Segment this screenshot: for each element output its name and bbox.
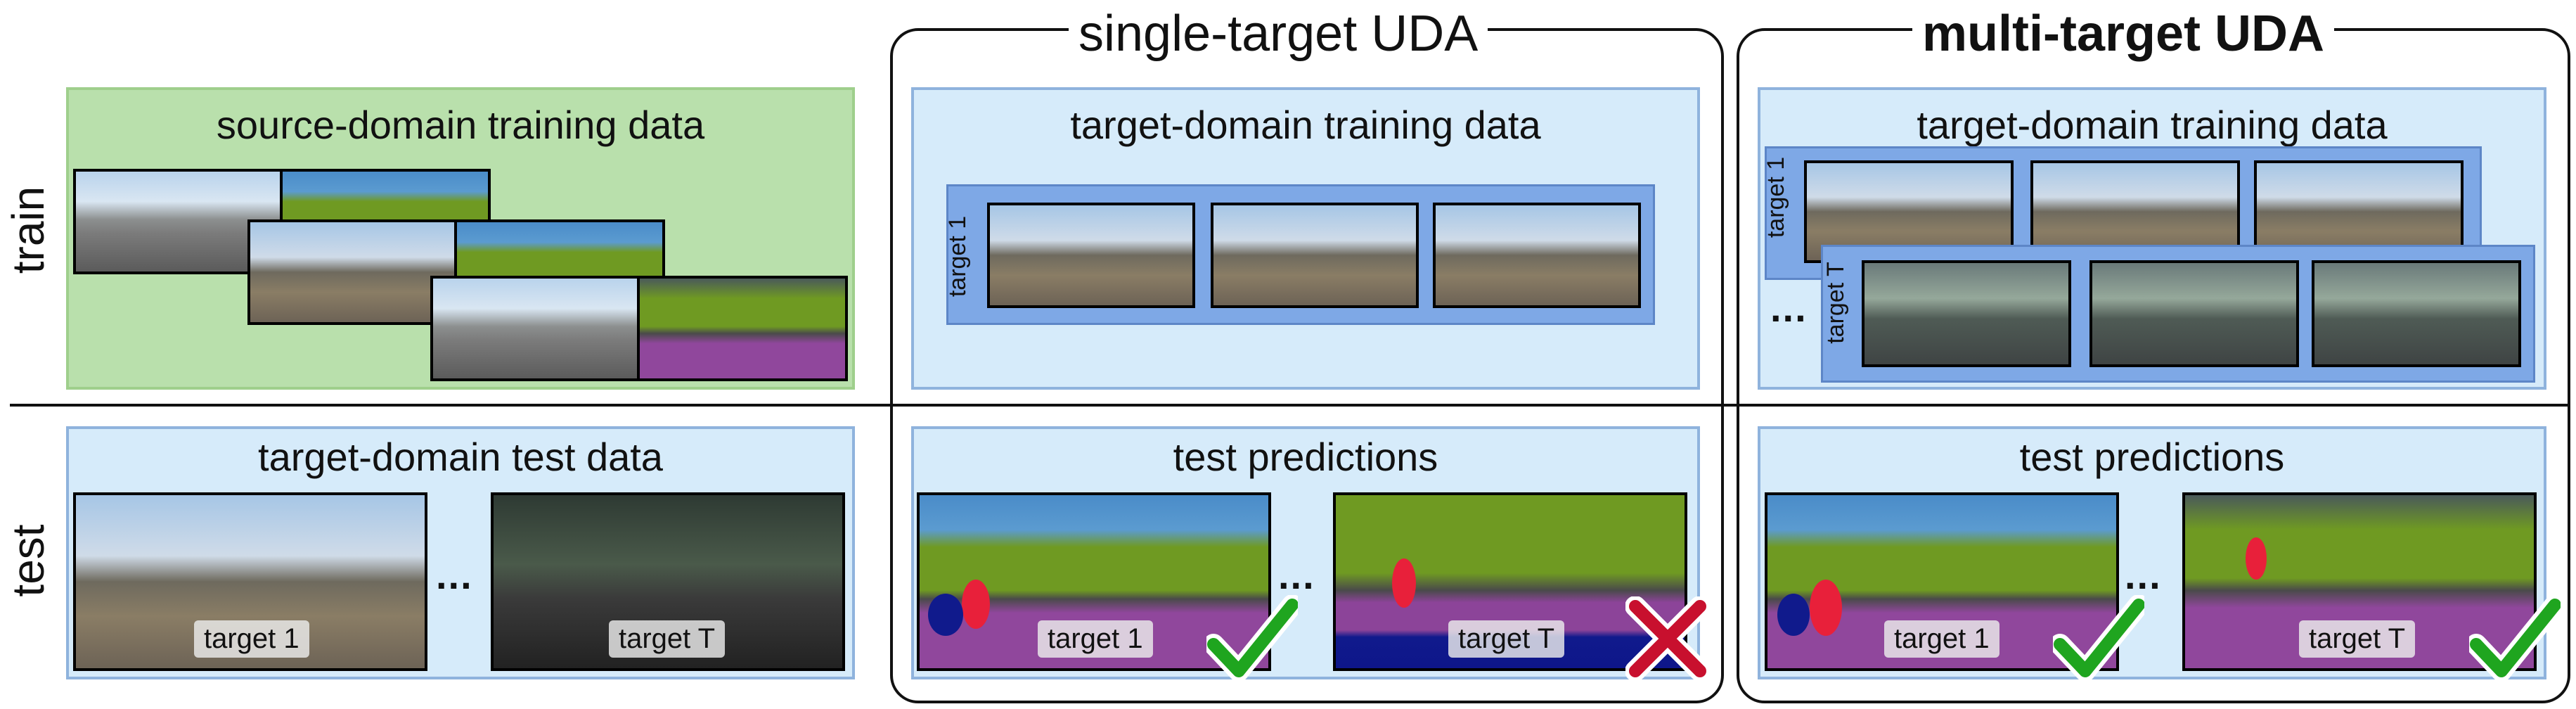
multi-pred-tag-T: target T <box>2299 620 2416 658</box>
strip-label: target 1 <box>1763 156 1790 238</box>
single-target-title: single-target UDA <box>1069 8 1488 59</box>
panel-title: test predictions <box>2019 435 2285 479</box>
check-icon <box>1206 595 1298 679</box>
single-train-image-3 <box>1433 203 1641 308</box>
test-data-ellipsis: ... <box>436 553 473 597</box>
single-pred-tag-T: target T <box>1448 620 1565 658</box>
multi-train-tT-image-2 <box>2089 260 2299 367</box>
multi-pred-ellipsis: ... <box>2125 553 2162 597</box>
multi-pred-tag-1: target 1 <box>1884 620 1999 658</box>
multi-train-tT-image-3 <box>2312 260 2521 367</box>
row-divider <box>10 404 2569 407</box>
car-segment <box>928 594 963 636</box>
panel-title: test predictions <box>1173 435 1438 479</box>
cross-icon <box>1625 596 1710 681</box>
single-train-image-2 <box>1211 203 1419 308</box>
panel-title: source-domain training data <box>216 103 705 147</box>
source-image-3 <box>430 276 641 381</box>
test-row-label: test <box>3 524 53 597</box>
panel-title: target-domain training data <box>1070 103 1541 147</box>
single-pred-tag-1: target 1 <box>1038 620 1153 658</box>
person-segment <box>962 580 990 629</box>
multi-train-tT-image-1 <box>1862 260 2071 367</box>
check-icon <box>2469 595 2561 679</box>
train-row-label: train <box>3 186 53 274</box>
test-image-tag-1: target 1 <box>194 620 309 658</box>
check-icon <box>2053 595 2144 679</box>
multi-train-ellipsis: ... <box>1770 286 1808 330</box>
person-segment <box>2246 537 2267 580</box>
multi-target-title: multi-target UDA <box>1912 8 2334 59</box>
source-image-2 <box>247 219 458 325</box>
panel-title: target-domain training data <box>1917 103 2388 147</box>
single-train-image-1 <box>987 203 1195 308</box>
strip-label: target 1 <box>944 215 972 298</box>
panel-title: target-domain test data <box>258 435 663 479</box>
strip-label: target T <box>1822 262 1849 344</box>
single-pred-ellipsis: ... <box>1278 553 1315 597</box>
test-image-tag-T: target T <box>609 620 726 658</box>
source-label-3 <box>637 276 848 381</box>
person-segment <box>1392 558 1416 608</box>
car-segment <box>1777 594 1810 636</box>
person-segment <box>1810 580 1842 636</box>
